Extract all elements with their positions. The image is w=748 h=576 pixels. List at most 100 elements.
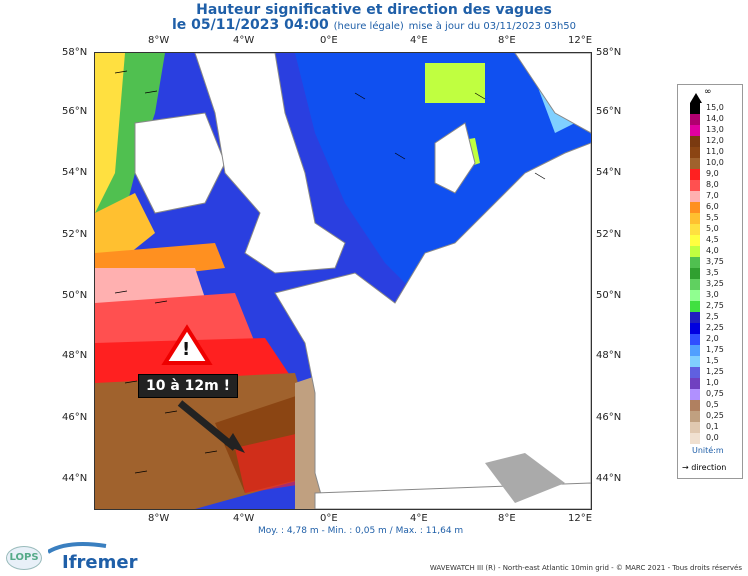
- legend-level: 0,25: [706, 411, 724, 420]
- stats-line: Moy. : 4,78 m - Min. : 0,05 m / Max. : 1…: [258, 526, 464, 536]
- lon-label: 8°E: [498, 513, 516, 524]
- legend-level: 12,0: [706, 136, 724, 145]
- ifremer-wave-icon: [48, 542, 107, 554]
- ifremer-logo: Ifremer: [62, 552, 138, 573]
- lat-label: 58°N: [62, 47, 88, 58]
- legend-direction-label: direction: [691, 463, 727, 472]
- lat-label: 46°N: [62, 412, 88, 423]
- legend-level: 5,0: [706, 224, 719, 233]
- legend-level: 1,5: [706, 356, 719, 365]
- legend-swatch: [690, 125, 700, 136]
- legend-swatch: [690, 136, 700, 147]
- legend-swatch: [690, 169, 700, 180]
- legend-level: 2,75: [706, 301, 724, 310]
- lat-label: 56°N: [596, 106, 622, 117]
- legend-swatch: [690, 213, 700, 224]
- legend-swatch: [690, 345, 700, 356]
- legend-swatch: [690, 290, 700, 301]
- legend-level: 9,0: [706, 169, 719, 178]
- warning-exclamation: !: [182, 339, 191, 360]
- lat-label: 46°N: [596, 412, 622, 423]
- legend-level: 2,0: [706, 334, 719, 343]
- legend-swatch: [690, 389, 700, 400]
- legend-level: 8,0: [706, 180, 719, 189]
- lat-label: 48°N: [596, 350, 622, 361]
- credit-line: WAVEWATCH III (R) - North-east Atlantic …: [429, 564, 742, 572]
- legend-swatch: [690, 235, 700, 246]
- legend-swatch: [690, 312, 700, 323]
- legend-level: 3,75: [706, 257, 724, 266]
- legend-top-arrow-icon: [690, 93, 702, 103]
- lat-label: 54°N: [596, 167, 622, 178]
- warning-text: 10 à 12m !: [138, 374, 239, 398]
- legend-swatch: [690, 257, 700, 268]
- legend-swatch: [690, 378, 700, 389]
- legend-swatch: [690, 224, 700, 235]
- legend-swatch: [690, 103, 700, 114]
- legend-level: 5,5: [706, 213, 719, 222]
- lon-label: 4°W: [233, 513, 255, 524]
- update-time: mise à jour du 03/11/2023 03h50: [408, 21, 577, 32]
- title-date: le 05/11/2023 04:00 (heure légale) mise …: [0, 17, 748, 33]
- legend-swatch: [690, 367, 700, 378]
- legend-level: 4,0: [706, 246, 719, 255]
- legend-level: 3,25: [706, 279, 724, 288]
- legend-level: 2,5: [706, 312, 719, 321]
- legend-swatch: [690, 246, 700, 257]
- lat-label: 44°N: [596, 473, 622, 484]
- legend-level: 10,0: [706, 158, 724, 167]
- legend-level: 15,0: [706, 103, 724, 112]
- legend-swatch: [690, 422, 700, 433]
- legend-swatch: [690, 301, 700, 312]
- legend-swatch: [690, 158, 700, 169]
- legend-swatch: [690, 411, 700, 422]
- legal-time: (heure légale): [333, 21, 404, 32]
- lat-label: 50°N: [62, 290, 88, 301]
- legend-level: 0,0: [706, 433, 719, 442]
- legend-level: 3,0: [706, 290, 719, 299]
- lon-label: 8°E: [498, 35, 516, 46]
- lon-label: 4°E: [410, 513, 428, 524]
- legend-swatch: [690, 147, 700, 158]
- legend-swatch: [690, 400, 700, 411]
- lon-label: 8°W: [148, 513, 170, 524]
- legend-direction: → direction: [682, 463, 727, 472]
- legend-level: 0,75: [706, 389, 724, 398]
- legend-level: 7,0: [706, 191, 719, 200]
- legend-swatch: [690, 356, 700, 367]
- legend-level: 3,5: [706, 268, 719, 277]
- legend-swatch: [690, 180, 700, 191]
- lon-label: 4°W: [233, 35, 255, 46]
- lon-label: 4°E: [410, 35, 428, 46]
- legend-level: 1,0: [706, 378, 719, 387]
- warning-triangle-icon: [161, 324, 213, 365]
- lat-label: 52°N: [62, 229, 88, 240]
- legend-level: 14,0: [706, 114, 724, 123]
- legend-swatch: [690, 323, 700, 334]
- wave-map-svg: [95, 53, 591, 509]
- lon-label: 0°E: [320, 513, 338, 524]
- lat-label: 54°N: [62, 167, 88, 178]
- color-legend: ∞ 15,0 14,0 13,0 12,0 11,0 10,0 9,0 8,0 7,0 6,0 5,…: [677, 84, 743, 479]
- lops-logo-text: LOPS: [9, 552, 39, 563]
- legend-swatch: [690, 114, 700, 125]
- legend-swatch: [690, 202, 700, 213]
- lon-label: 12°E: [568, 35, 593, 46]
- direction-arrows: [114, 70, 546, 474]
- lops-logo: LOPS: [6, 546, 42, 570]
- legend-swatch: [690, 191, 700, 202]
- legend-level: 2,25: [706, 323, 724, 332]
- legend-level: 13,0: [706, 125, 724, 134]
- legend-level: 1,25: [706, 367, 724, 376]
- lat-label: 56°N: [62, 106, 88, 117]
- lat-label: 52°N: [596, 229, 622, 240]
- lon-label: 12°E: [568, 513, 593, 524]
- legend-swatch: [690, 334, 700, 345]
- lon-label: 0°E: [320, 35, 338, 46]
- legend-level: 0,1: [706, 422, 719, 431]
- lon-label: 8°W: [148, 35, 170, 46]
- legend-level: 1,75: [706, 345, 724, 354]
- legend-unit: Unité:m: [692, 446, 724, 455]
- lat-label: 48°N: [62, 350, 88, 361]
- legend-swatch: [690, 268, 700, 279]
